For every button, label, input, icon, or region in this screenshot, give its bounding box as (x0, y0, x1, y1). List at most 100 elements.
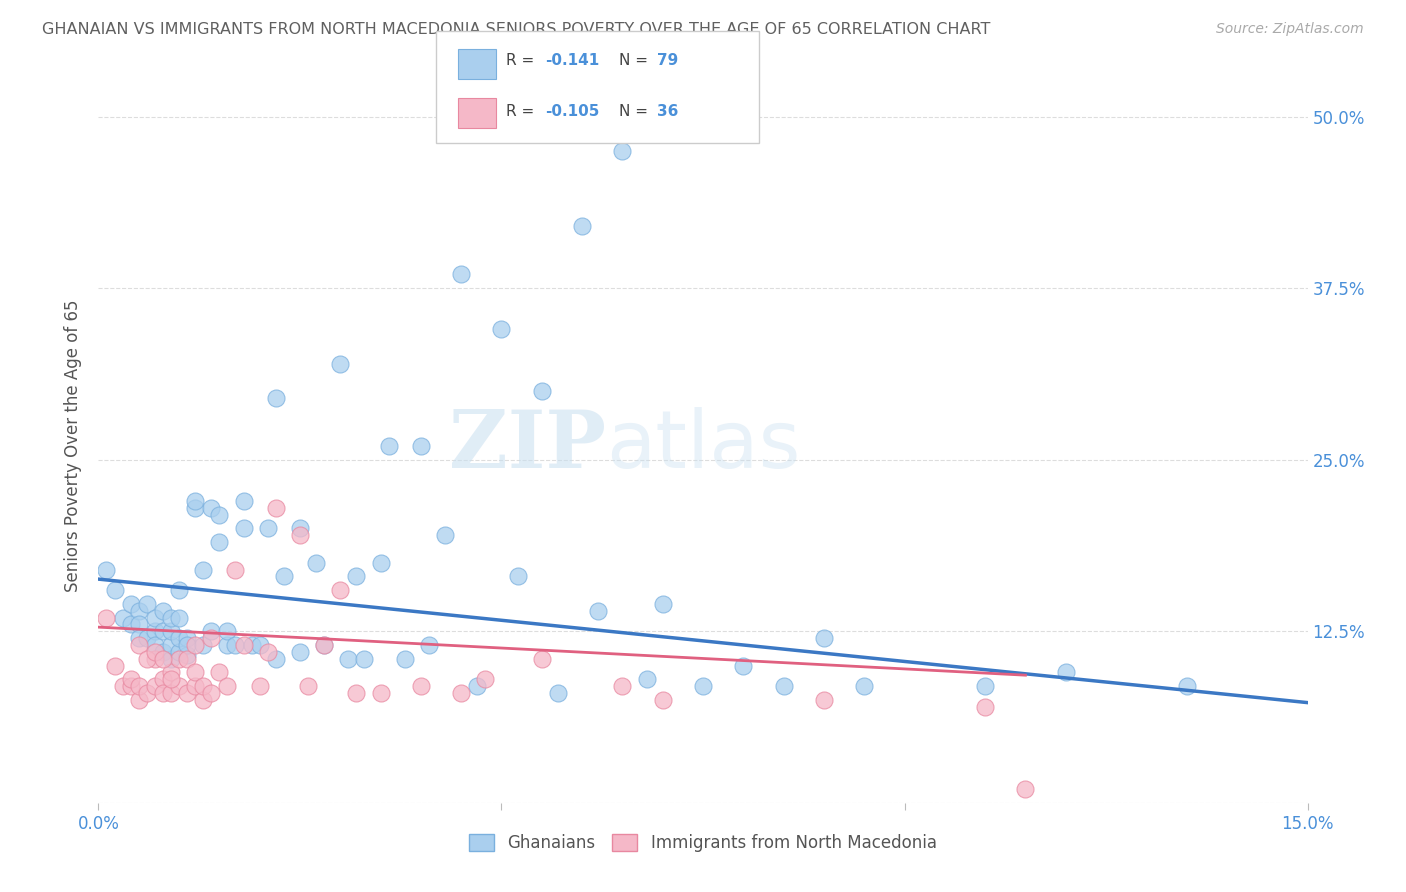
Point (160, 651, 183, 665)
Point (152, 686, 174, 700)
Point (135, 597, 157, 611)
Point (264, 500, 287, 515)
Point (184, 494, 207, 508)
Text: ZIP: ZIP (450, 407, 606, 485)
Point (193, 693, 215, 707)
Point (288, 521, 311, 535)
Point (612, 144, 634, 158)
Point (167, 631, 190, 645)
Point (297, 679, 319, 693)
Point (418, 638, 440, 652)
Point (167, 610, 190, 624)
Point (176, 648, 198, 662)
Point (208, 535, 231, 549)
Point (288, 645, 311, 659)
Point (184, 665, 207, 680)
Point (337, 651, 360, 665)
Point (143, 651, 166, 665)
Point (636, 673, 658, 687)
Point (434, 528, 457, 542)
Point (232, 638, 254, 652)
Point (143, 638, 166, 652)
Point (160, 610, 183, 624)
Point (128, 638, 150, 652)
Point (152, 651, 174, 665)
Point (184, 638, 207, 652)
Point (651, 693, 673, 707)
Point (232, 494, 254, 508)
Point (217, 624, 239, 639)
Point (772, 679, 794, 693)
Point (152, 645, 174, 659)
Point (128, 693, 150, 707)
Point (974, 679, 997, 693)
Point (128, 617, 150, 632)
Point (96, 562, 118, 576)
Point (692, 679, 714, 693)
Point (547, 686, 569, 700)
Point (491, 322, 513, 336)
Point (160, 686, 183, 700)
Point (344, 686, 367, 700)
Point (143, 610, 166, 624)
Text: N =: N = (619, 54, 652, 68)
Point (224, 562, 246, 576)
Point (167, 651, 190, 665)
Point (273, 569, 295, 583)
Point (120, 597, 142, 611)
Text: -0.105: -0.105 (546, 104, 600, 119)
Point (120, 617, 142, 632)
Point (200, 500, 222, 515)
Point (256, 645, 278, 659)
Point (176, 631, 198, 645)
Point (353, 651, 375, 665)
Point (200, 631, 222, 645)
Point (208, 665, 231, 680)
Point (152, 673, 174, 687)
Point (409, 679, 432, 693)
Point (184, 500, 207, 515)
Point (329, 357, 352, 371)
Point (217, 679, 239, 693)
Point (103, 658, 125, 673)
Point (232, 521, 254, 535)
Point (111, 679, 134, 693)
Point (96, 610, 118, 624)
Text: R =: R = (506, 104, 540, 119)
Point (167, 645, 190, 659)
Point (249, 679, 271, 693)
Point (224, 638, 246, 652)
Point (103, 583, 125, 598)
Point (160, 665, 183, 680)
Point (135, 651, 157, 665)
Point (135, 686, 157, 700)
Point (176, 686, 198, 700)
Point (167, 679, 190, 693)
Point (530, 651, 553, 665)
Point (314, 638, 336, 652)
Point (733, 658, 755, 673)
Point (184, 679, 207, 693)
Point (305, 556, 328, 570)
Point (264, 651, 287, 665)
Point (200, 624, 222, 639)
Point (128, 604, 150, 618)
Text: -0.141: -0.141 (546, 54, 600, 68)
Point (612, 679, 634, 693)
Point (160, 673, 183, 687)
Point (1175, 679, 1198, 693)
Point (256, 521, 278, 535)
Point (450, 686, 472, 700)
Point (530, 384, 553, 398)
Point (193, 562, 215, 576)
Point (240, 638, 263, 652)
Point (120, 673, 142, 687)
Point (409, 439, 432, 453)
Text: atlas: atlas (606, 407, 800, 485)
Point (974, 699, 997, 714)
Point (160, 624, 183, 639)
Point (143, 624, 166, 639)
Point (329, 583, 352, 598)
Point (370, 686, 392, 700)
Text: GHANAIAN VS IMMIGRANTS FROM NORTH MACEDONIA SENIORS POVERTY OVER THE AGE OF 65 C: GHANAIAN VS IMMIGRANTS FROM NORTH MACEDO… (42, 22, 991, 37)
